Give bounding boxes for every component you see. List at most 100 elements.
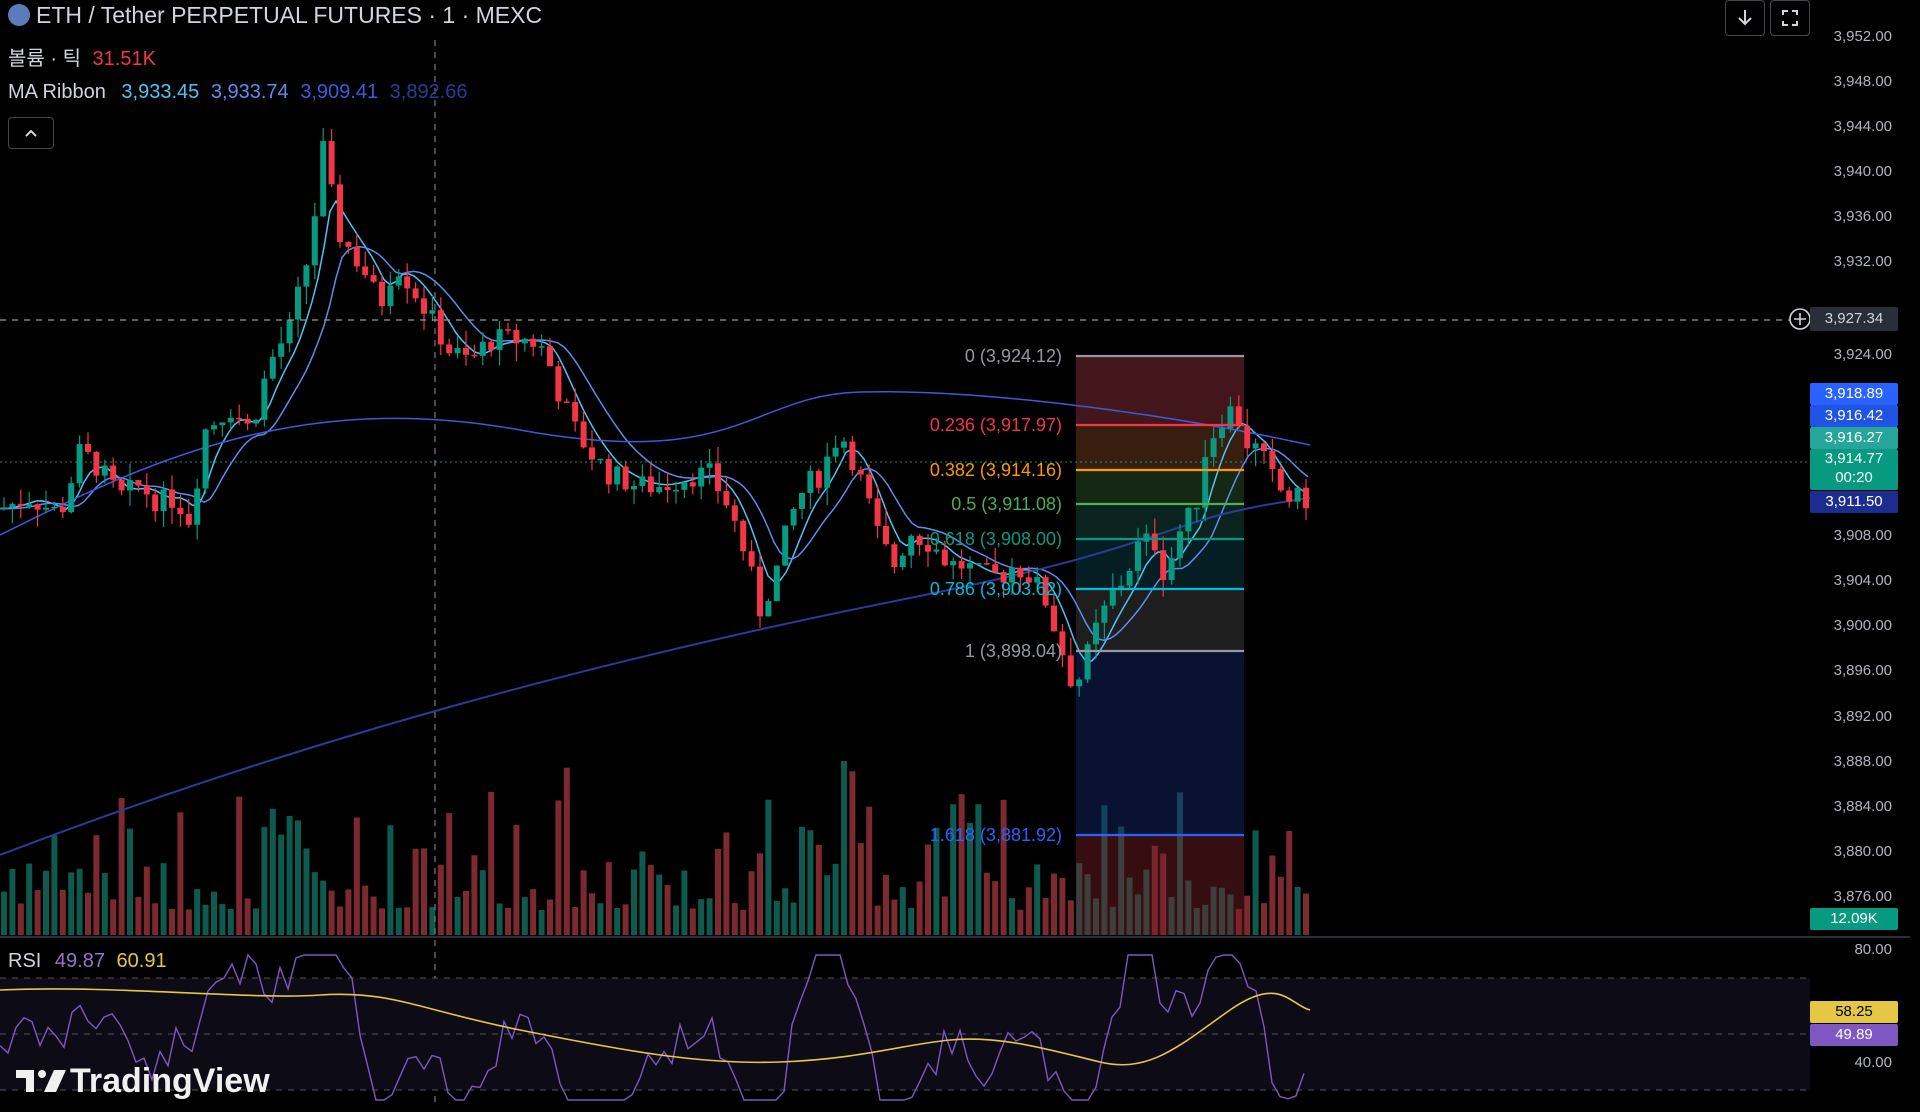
candle-body — [790, 509, 797, 526]
volume-bar — [9, 868, 16, 935]
candle-body — [740, 520, 747, 552]
price-tick: 3,932.00 — [1833, 253, 1892, 270]
volume-bar — [967, 822, 973, 935]
download-button[interactable] — [1725, 0, 1765, 36]
fib-level-label: 0 (3,924.12) — [965, 346, 1062, 366]
fib-zone — [1076, 470, 1244, 504]
volume-legend[interactable]: 볼륨 · 틱 31.51K — [8, 42, 156, 71]
candle-body — [303, 265, 310, 287]
ma-ribbon-label: MA Ribbon — [8, 81, 106, 103]
volume-bar — [244, 898, 251, 935]
candle-body — [925, 544, 931, 552]
candle-body — [379, 281, 385, 307]
candle-body — [9, 503, 16, 508]
volume-bar — [236, 796, 243, 935]
volume-bar — [530, 889, 537, 935]
volume-bar — [866, 806, 873, 935]
volume-bar — [899, 887, 906, 935]
candle-body — [673, 489, 679, 492]
tradingview-watermark: TradingView — [14, 1062, 270, 1101]
volume-bar — [59, 889, 66, 935]
candle-body — [983, 563, 990, 565]
collapse-legend-button[interactable] — [8, 117, 54, 149]
volume-bar — [580, 870, 587, 935]
volume-bar — [454, 896, 461, 935]
candle-body — [807, 470, 814, 493]
candle-body — [916, 535, 923, 545]
volume-bar — [194, 889, 201, 935]
volume-bar — [395, 907, 402, 935]
candle-body — [337, 184, 343, 243]
candle-body — [933, 549, 940, 552]
candle-body — [1135, 541, 1141, 571]
ma-ribbon-legend[interactable]: MA Ribbon 3,933.45 3,933.74 3,909.41 3,8… — [8, 81, 468, 104]
fib-level-label: 0.382 (3,914.16) — [930, 460, 1062, 480]
volume-bar — [227, 908, 234, 935]
candle-body — [1017, 567, 1024, 578]
price-tick: 3,888.00 — [1833, 753, 1892, 770]
volume-bar — [983, 872, 990, 935]
volume-bar — [488, 791, 495, 935]
volume-bar — [295, 820, 301, 935]
volume-bar — [169, 908, 175, 935]
candle-body — [160, 489, 167, 512]
candle-body — [454, 348, 461, 354]
candle-body — [580, 421, 587, 448]
volume-bar — [421, 848, 427, 935]
volume-bar — [160, 863, 167, 935]
volume-bar — [463, 890, 469, 935]
fullscreen-button[interactable] — [1770, 0, 1810, 36]
candle-body — [1160, 550, 1167, 581]
rsi-legend[interactable]: RSI 49.87 60.91 — [8, 950, 167, 973]
volume-bar — [1093, 898, 1099, 935]
rsi-axis-bottom: 40.00 — [1854, 1054, 1892, 1071]
price-tick: 3,936.00 — [1833, 208, 1892, 225]
volume-bar — [311, 872, 318, 935]
volume-bar — [505, 907, 511, 935]
candle-body — [891, 544, 898, 568]
candle-body — [723, 491, 730, 506]
volume-bar — [757, 853, 763, 935]
volume-bar — [1277, 876, 1284, 935]
volume-bar — [1177, 792, 1183, 935]
candle-body — [874, 498, 881, 526]
volume-bar — [202, 904, 209, 935]
volume-bar — [941, 896, 948, 935]
expand-icon — [1782, 10, 1798, 26]
candle-body — [320, 141, 327, 217]
volume-bar — [1109, 906, 1116, 935]
fib-zone — [1076, 425, 1244, 470]
volume-bar — [1101, 805, 1108, 935]
candle-body — [471, 354, 478, 357]
volume-bar — [1235, 909, 1242, 935]
volume-bar — [177, 812, 184, 935]
candle-body — [1193, 507, 1200, 510]
candle-body — [51, 506, 58, 509]
price-tick: 3,952.00 — [1833, 28, 1892, 45]
candle-body — [1151, 533, 1158, 551]
candle-body — [1042, 577, 1049, 606]
candle-body — [1219, 428, 1225, 439]
volume-bar — [521, 897, 528, 935]
plus-circle-icon[interactable] — [1788, 307, 1812, 331]
volume-bar — [219, 904, 226, 935]
candle-body — [1034, 577, 1041, 583]
fib-zone — [1076, 651, 1244, 835]
volume-bar — [992, 881, 999, 935]
price-tick: 3,892.00 — [1833, 708, 1892, 725]
candle-body — [362, 266, 369, 276]
volume-bar — [1151, 845, 1158, 935]
symbol-legend[interactable]: ETH / Tether PERPETUAL FUTURES · 1 · MEX… — [8, 2, 542, 29]
rsi-ma-pill: 58.25 — [1810, 1001, 1898, 1023]
rsi-ma-line — [0, 988, 1311, 1066]
fib-retracement-levels: 0 (3,924.12) 0.236 (3,917.97) 0.382 (3,914… — [930, 346, 1244, 845]
volume-bar — [337, 906, 343, 935]
candle-body — [395, 276, 402, 286]
volume-bar — [673, 905, 679, 935]
candle-body — [824, 456, 831, 488]
candle-body — [530, 338, 537, 347]
ma1-price-label: 3,918.89 — [1810, 383, 1898, 405]
candle-body — [681, 482, 688, 490]
volume-bar — [815, 844, 822, 935]
